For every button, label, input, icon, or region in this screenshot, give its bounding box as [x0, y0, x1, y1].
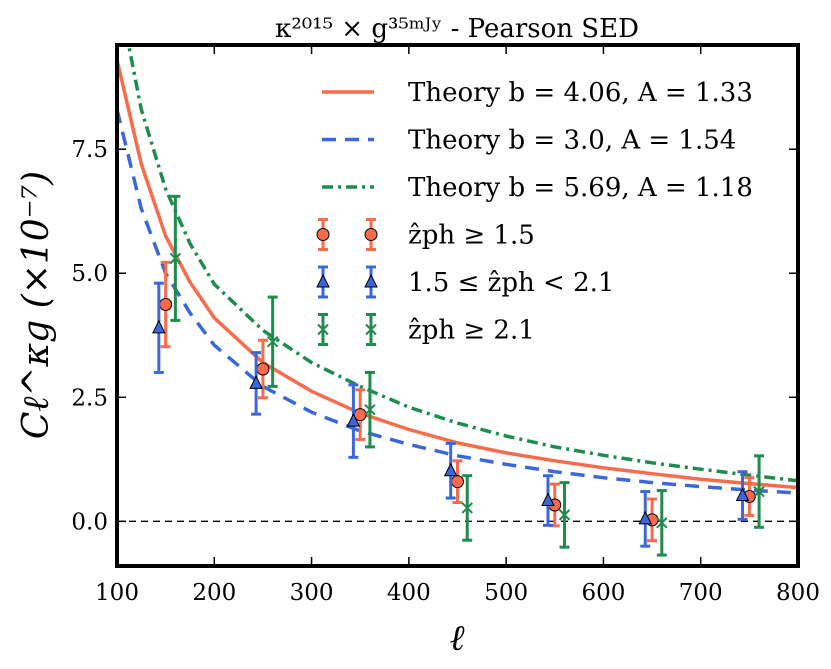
legend-item-4: ẑph ≥ 1.5	[316, 218, 535, 251]
legend-marker	[365, 323, 377, 336]
data-point	[443, 462, 458, 477]
x-tick-label: 500	[484, 580, 528, 606]
theory-curve-1	[117, 59, 798, 490]
legend: Theory b = 4.06, A = 1.33 Theory b = 3.0,…	[316, 78, 753, 346]
data-point	[364, 403, 376, 416]
legend-item-2: Theory b = 3.0, A = 1.54	[322, 126, 736, 156]
x-axis-label: ℓ	[450, 618, 465, 659]
chart-title: κ²⁰¹⁵ × g³⁵ᵐᴶʸ - Pearson SED	[275, 14, 639, 44]
legend-marker	[364, 273, 378, 288]
y-tick-label: 7.5	[71, 137, 108, 163]
y-tick-label: 5.0	[71, 261, 108, 287]
x-tick-label: 400	[387, 580, 431, 606]
data-point	[152, 319, 166, 334]
data-point	[249, 375, 263, 389]
data-point	[541, 492, 555, 507]
x-tick-label: 700	[679, 580, 723, 606]
legend-item-3: Theory b = 5.69, A = 1.18	[322, 173, 753, 203]
legend-item-5: 1.5 ≤ ẑph < 2.1	[316, 265, 614, 299]
x-tick-label: 300	[290, 580, 334, 606]
data-point	[753, 485, 765, 498]
legend-label: Theory b = 5.69, A = 1.18	[408, 173, 753, 203]
theory-curves	[117, 45, 798, 495]
legend-label: Theory b = 3.0, A = 1.54	[408, 126, 736, 156]
theory-curve-2	[117, 109, 798, 495]
data-point	[558, 509, 571, 521]
legend-label: 1.5 ≤ ẑph < 2.1	[408, 268, 614, 298]
plot-frame	[115, 43, 800, 568]
data-point	[266, 336, 279, 348]
series-3	[169, 194, 765, 557]
legend-marker	[364, 228, 378, 241]
legend-item-1: Theory b = 4.06, A = 1.33	[322, 78, 753, 108]
theory-curve-3	[126, 45, 798, 483]
x-axis-ticks: 100 200 300 400 500 600 700 800	[95, 45, 820, 606]
x-tick-label: 800	[776, 580, 820, 606]
legend-label: Theory b = 4.06, A = 1.33	[408, 78, 753, 108]
data-point	[451, 475, 464, 489]
legend-marker	[316, 273, 330, 288]
y-tick-label: 2.5	[71, 385, 108, 411]
data-point	[461, 502, 473, 514]
data-points	[152, 194, 765, 557]
y-axis-label: Cℓ^κg (×10⁻⁷)	[16, 171, 57, 439]
legend-marker	[316, 228, 330, 241]
y-axis-ticks: 0.0 2.5 5.0 7.5	[71, 137, 798, 535]
data-point	[656, 517, 668, 529]
x-tick-label: 200	[192, 580, 236, 606]
data-point	[735, 487, 750, 502]
series-1	[159, 260, 756, 543]
y-tick-label: 0.0	[71, 509, 108, 535]
legend-item-6: ẑph ≥ 2.1	[317, 313, 535, 346]
legend-label: ẑph ≥ 2.1	[408, 316, 535, 346]
series-2	[152, 281, 750, 548]
data-point	[169, 252, 182, 265]
data-point	[256, 362, 270, 376]
data-point	[638, 510, 653, 525]
legend-marker	[317, 323, 329, 336]
legend-label: ẑph ≥ 1.5	[408, 221, 535, 251]
x-tick-label: 100	[95, 580, 139, 606]
data-point	[346, 412, 361, 427]
data-point	[159, 298, 173, 312]
x-tick-label: 600	[581, 580, 625, 606]
